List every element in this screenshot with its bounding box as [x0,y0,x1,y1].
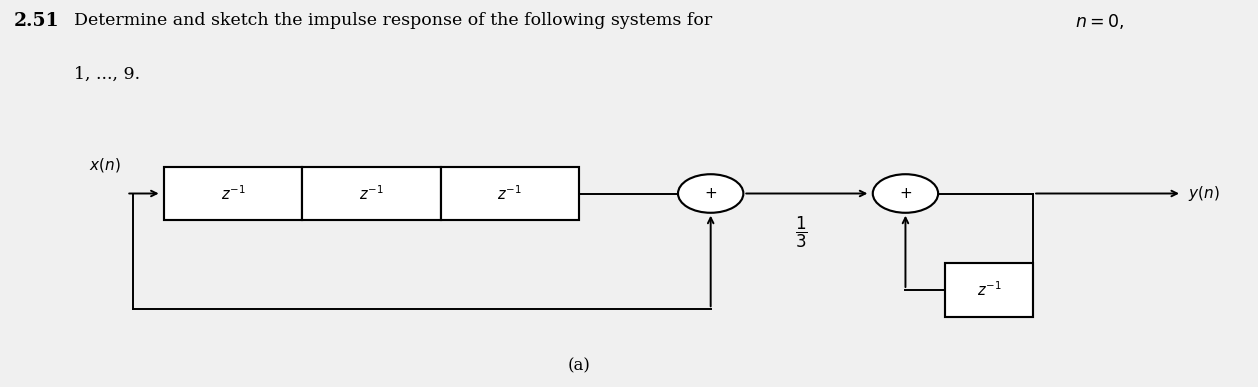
Text: $+$: $+$ [704,187,717,200]
Ellipse shape [873,174,938,213]
Text: Determine and sketch the impulse response of the following systems for: Determine and sketch the impulse respons… [73,12,712,29]
Text: $\dfrac{1}{3}$: $\dfrac{1}{3}$ [795,214,808,250]
Text: $z^{-1}$: $z^{-1}$ [221,184,245,203]
Text: $z^{-1}$: $z^{-1}$ [497,184,522,203]
Text: $z^{-1}$: $z^{-1}$ [359,184,384,203]
Ellipse shape [678,174,743,213]
Text: $n = 0,$: $n = 0,$ [1076,12,1125,31]
Text: (a): (a) [567,358,590,375]
Text: $z^{-1}$: $z^{-1}$ [977,281,1001,299]
Bar [440,166,579,221]
Text: 1, ..., 9.: 1, ..., 9. [73,66,140,83]
Bar [945,263,1033,317]
Text: 2.51: 2.51 [14,12,59,30]
Bar [164,166,302,221]
Text: $y(n)$: $y(n)$ [1189,184,1220,203]
Bar [302,166,440,221]
Text: $+$: $+$ [899,187,912,200]
Text: $x(n)$: $x(n)$ [88,156,121,174]
